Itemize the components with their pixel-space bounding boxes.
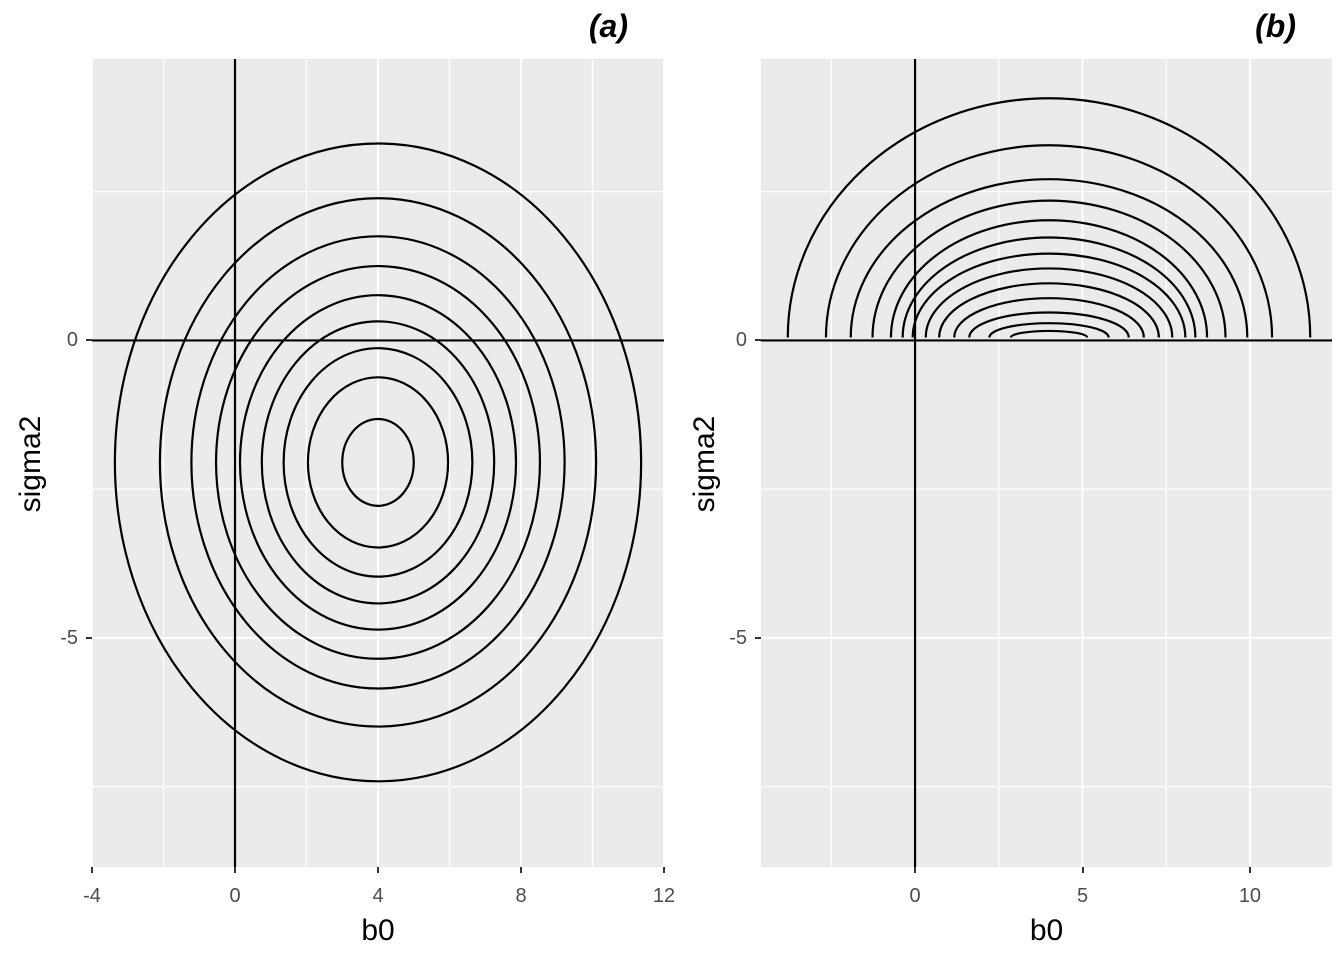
- contour-arc: [901, 236, 1197, 338]
- y-tick-mark: [755, 339, 761, 342]
- plot-b-xlabel: b0: [1029, 914, 1064, 947]
- y-tick-mark: [755, 636, 761, 639]
- x-tick-label: -4: [83, 885, 101, 907]
- contour-arc: [988, 322, 1110, 338]
- contour-arc: [849, 178, 1249, 338]
- contour-ellipse: [260, 320, 496, 605]
- plot-a-panel: [92, 59, 664, 867]
- panel-background: [761, 59, 1332, 867]
- contour-arc: [824, 144, 1274, 338]
- x-tick-mark: [914, 867, 917, 873]
- x-tick-mark: [663, 867, 665, 873]
- contour-ellipse: [214, 264, 542, 660]
- x-tick-label: 12: [652, 885, 676, 907]
- x-tick-label: 0: [229, 885, 241, 907]
- y-tick-mark: [86, 636, 92, 639]
- contour-arc: [786, 97, 1312, 338]
- contour-ellipse: [238, 294, 518, 631]
- x-tick-label: 8: [515, 885, 527, 907]
- contour-arc: [871, 199, 1227, 338]
- plot-b-ylabel: sigma2: [688, 415, 721, 513]
- contour-arc: [889, 219, 1209, 338]
- x-tick-mark: [1081, 867, 1084, 873]
- plot-a-title: (a): [588, 8, 628, 44]
- x-tick-mark: [234, 867, 236, 873]
- plot-a-xlabel: b0: [361, 914, 395, 947]
- y-tick-label: 0: [66, 329, 78, 352]
- plot-a-ylabel: sigma2: [14, 415, 47, 513]
- x-tick-mark: [91, 867, 93, 873]
- y-tick-label: -5: [729, 626, 747, 649]
- contour-ellipse: [282, 347, 474, 578]
- contour-ellipse: [190, 235, 566, 690]
- plot-b-title: (b): [1255, 8, 1296, 44]
- y-tick-label: -5: [60, 626, 78, 649]
- contour-arc: [911, 252, 1187, 338]
- contour-arc: [1009, 329, 1089, 338]
- x-tick-mark: [1248, 867, 1251, 873]
- contour-ellipse: [306, 376, 450, 549]
- x-tick-label: 5: [1076, 885, 1089, 907]
- contour-arc: [924, 267, 1174, 338]
- x-tick-mark: [377, 867, 379, 873]
- contour-ellipse: [113, 142, 643, 783]
- x-tick-label: 10: [1238, 885, 1262, 907]
- contour-ellipse: [158, 197, 598, 728]
- y-tick-label: 0: [735, 329, 747, 352]
- y-tick-mark: [86, 339, 92, 342]
- x-tick-mark: [520, 867, 522, 873]
- plot-b-panel: [761, 59, 1332, 867]
- contour-ellipse: [341, 417, 415, 507]
- contour-arc: [968, 311, 1130, 338]
- x-tick-label: 0: [909, 885, 921, 907]
- x-tick-label: 4: [372, 885, 384, 907]
- contour-arc: [953, 297, 1145, 338]
- contour-arc: [938, 282, 1160, 338]
